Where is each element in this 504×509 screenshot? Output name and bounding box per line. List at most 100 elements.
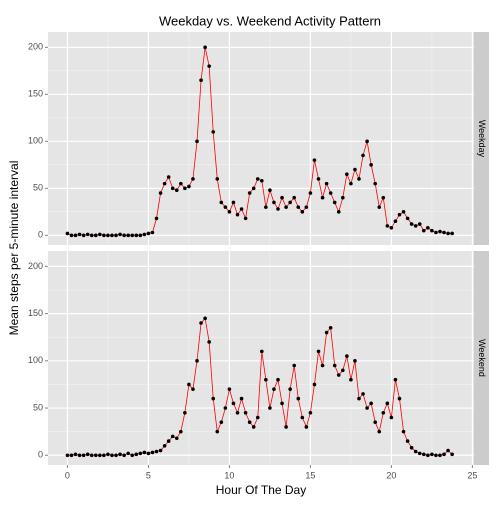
y-tick-label: 100 [28,136,43,146]
data-point [361,153,365,158]
data-point [304,425,309,429]
data-point [377,429,382,434]
facet-label: Weekend [477,339,487,377]
data-point [162,444,167,448]
data-point [73,233,78,238]
data-point [203,316,207,321]
panel-background [48,32,474,245]
data-point [223,406,228,410]
data-point [381,410,386,415]
data-point [69,453,74,458]
data-point [134,233,139,238]
data-point [85,232,90,237]
data-point [114,453,118,458]
data-point [340,368,345,373]
data-point [357,177,361,181]
data-point [288,200,292,205]
data-point [413,449,418,454]
y-tick-label: 100 [28,355,43,365]
data-point [179,429,183,434]
data-point [65,231,70,236]
data-point [296,396,301,401]
data-point [174,188,179,192]
panel-background [48,251,474,465]
data-point [166,439,171,443]
data-point [288,387,292,391]
data-point [247,191,252,195]
data-point [401,210,406,214]
data-point [328,191,333,195]
data-point [174,436,179,441]
data-point [268,188,272,192]
data-point [211,130,216,134]
y-tick-label: 200 [28,261,43,271]
data-point [332,363,337,368]
data-point [365,406,369,410]
data-point [292,363,297,368]
data-point [349,377,353,382]
data-point [421,452,426,457]
data-point [243,216,248,221]
data-point [276,207,280,211]
data-point [130,453,135,458]
data-point [207,64,211,68]
data-point [215,177,220,181]
data-point [106,233,110,238]
data-point [93,453,98,458]
x-tick-label: 0 [65,470,70,480]
data-point [324,330,329,335]
data-point [312,382,317,387]
data-point [142,450,147,455]
data-point [316,349,321,354]
data-point [207,340,211,344]
chart-title: Weekday vs. Weekend Activity Pattern [159,13,381,28]
data-point [89,453,94,458]
data-point [93,233,98,238]
data-point [296,205,301,209]
data-point [349,181,353,186]
data-point [170,434,175,439]
data-point [401,429,406,434]
data-point [260,349,264,354]
data-point [365,139,369,144]
data-point [434,230,438,235]
data-point [158,448,163,453]
data-point [268,406,272,410]
data-point [324,181,329,186]
data-point [393,219,398,224]
data-point [126,233,130,238]
x-tick-label: 5 [146,470,151,480]
data-point [409,222,414,226]
data-point [369,163,373,167]
y-tick-label: 0 [38,450,43,460]
data-point [215,429,220,434]
data-point [191,387,195,391]
data-point [389,225,394,230]
data-point [102,453,106,458]
data-point [442,230,446,235]
data-point [179,181,183,186]
data-point [316,177,321,181]
data-point [357,396,361,401]
data-point [417,222,422,226]
facet-strip [474,251,489,465]
data-point [300,210,305,214]
data-point [122,233,126,238]
data-point [345,354,349,358]
data-point [389,415,394,420]
data-point [170,186,175,191]
data-point [73,452,78,457]
data-point [122,453,126,458]
data-point [345,172,349,177]
data-point [130,233,135,238]
y-tick-label: 50 [33,402,43,412]
x-tick-label: 25 [467,470,477,480]
data-point [195,139,199,144]
data-point [369,401,373,406]
data-point [126,451,130,456]
data-point [405,216,410,221]
data-point [146,451,151,456]
data-point [154,449,159,454]
data-point [158,191,163,195]
data-point [438,229,442,234]
